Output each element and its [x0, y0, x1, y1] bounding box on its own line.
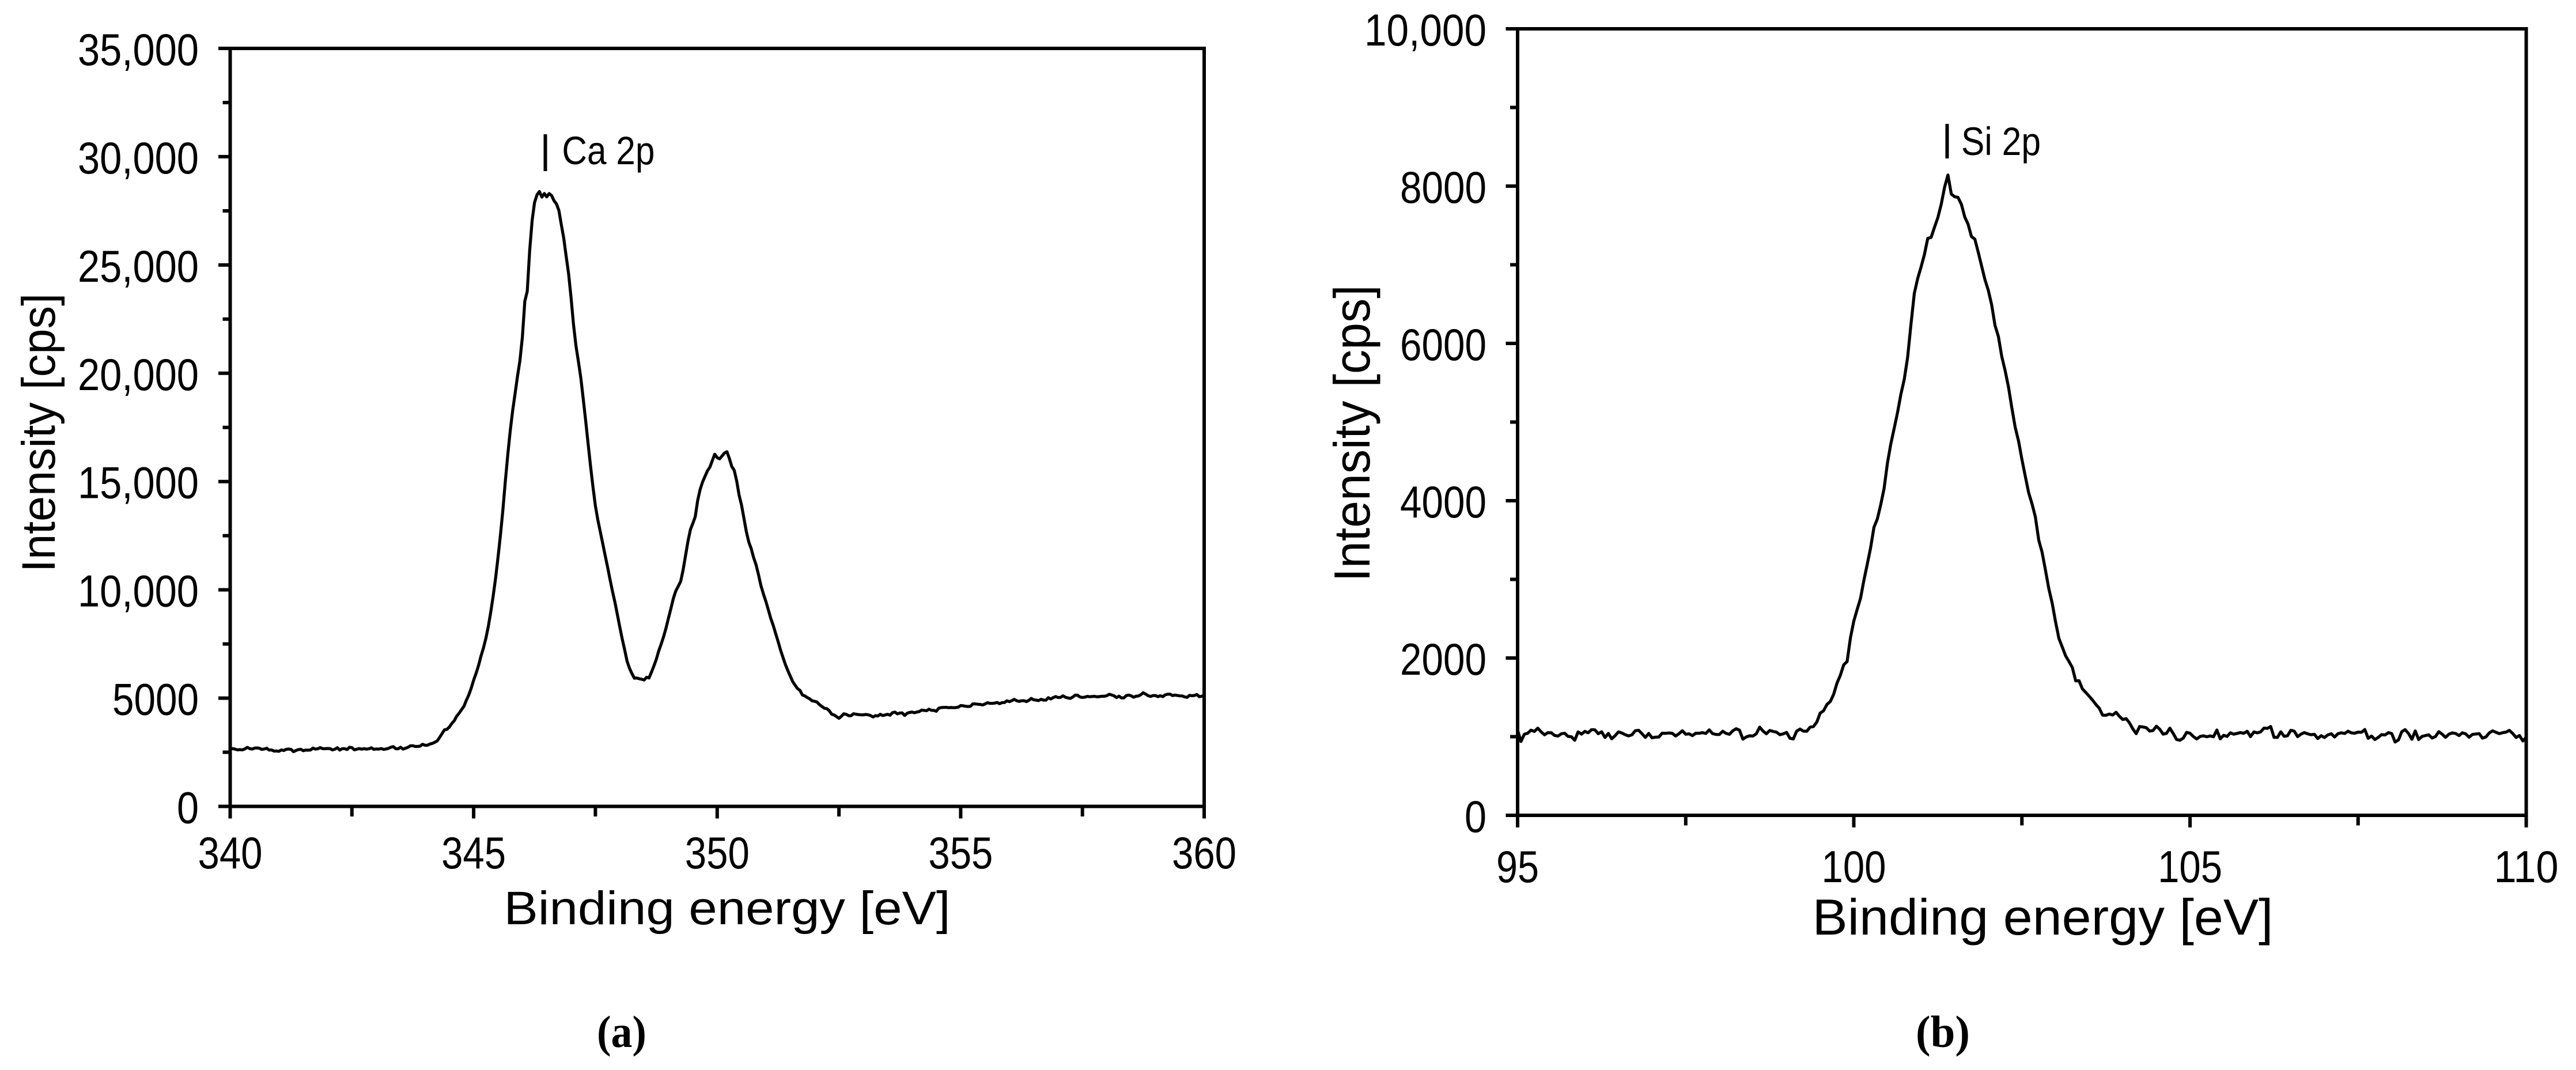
svg-text:25,000: 25,000	[78, 241, 199, 292]
svg-text:350: 350	[685, 827, 750, 878]
svg-text:0: 0	[1465, 791, 1486, 842]
svg-text:30,000: 30,000	[78, 133, 199, 183]
svg-text:2000: 2000	[1400, 634, 1486, 685]
svg-text:20,000: 20,000	[78, 349, 199, 400]
svg-text:5000: 5000	[112, 674, 199, 725]
svg-text:8000: 8000	[1400, 162, 1486, 213]
svg-text:Binding energy [eV]: Binding energy [eV]	[504, 882, 951, 935]
svg-text:100: 100	[1822, 841, 1886, 892]
svg-text:95: 95	[1496, 841, 1539, 892]
svg-text:4000: 4000	[1400, 477, 1486, 527]
svg-text:Intensity [cps]: Intensity [cps]	[1323, 285, 1380, 582]
svg-text:110: 110	[2494, 841, 2559, 892]
svg-text:340: 340	[198, 827, 263, 878]
svg-text:105: 105	[2158, 841, 2222, 892]
svg-text:(a): (a)	[597, 1007, 646, 1057]
svg-text:6000: 6000	[1400, 319, 1486, 370]
svg-text:0: 0	[177, 782, 199, 833]
svg-text:Si 2p: Si 2p	[1961, 119, 2041, 164]
svg-text:355: 355	[928, 827, 993, 878]
svg-text:345: 345	[441, 827, 506, 878]
svg-text:(b): (b)	[1916, 1007, 1970, 1057]
svg-text:Intensity [cps]: Intensity [cps]	[13, 293, 65, 572]
svg-text:360: 360	[1172, 827, 1236, 878]
svg-text:35,000: 35,000	[78, 24, 199, 75]
svg-text:10,000: 10,000	[1364, 5, 1486, 55]
svg-text:Binding energy [eV]: Binding energy [eV]	[1813, 888, 2274, 946]
svg-text:Ca 2p: Ca 2p	[562, 128, 655, 173]
svg-text:15,000: 15,000	[78, 458, 199, 508]
svg-text:10,000: 10,000	[78, 566, 199, 617]
